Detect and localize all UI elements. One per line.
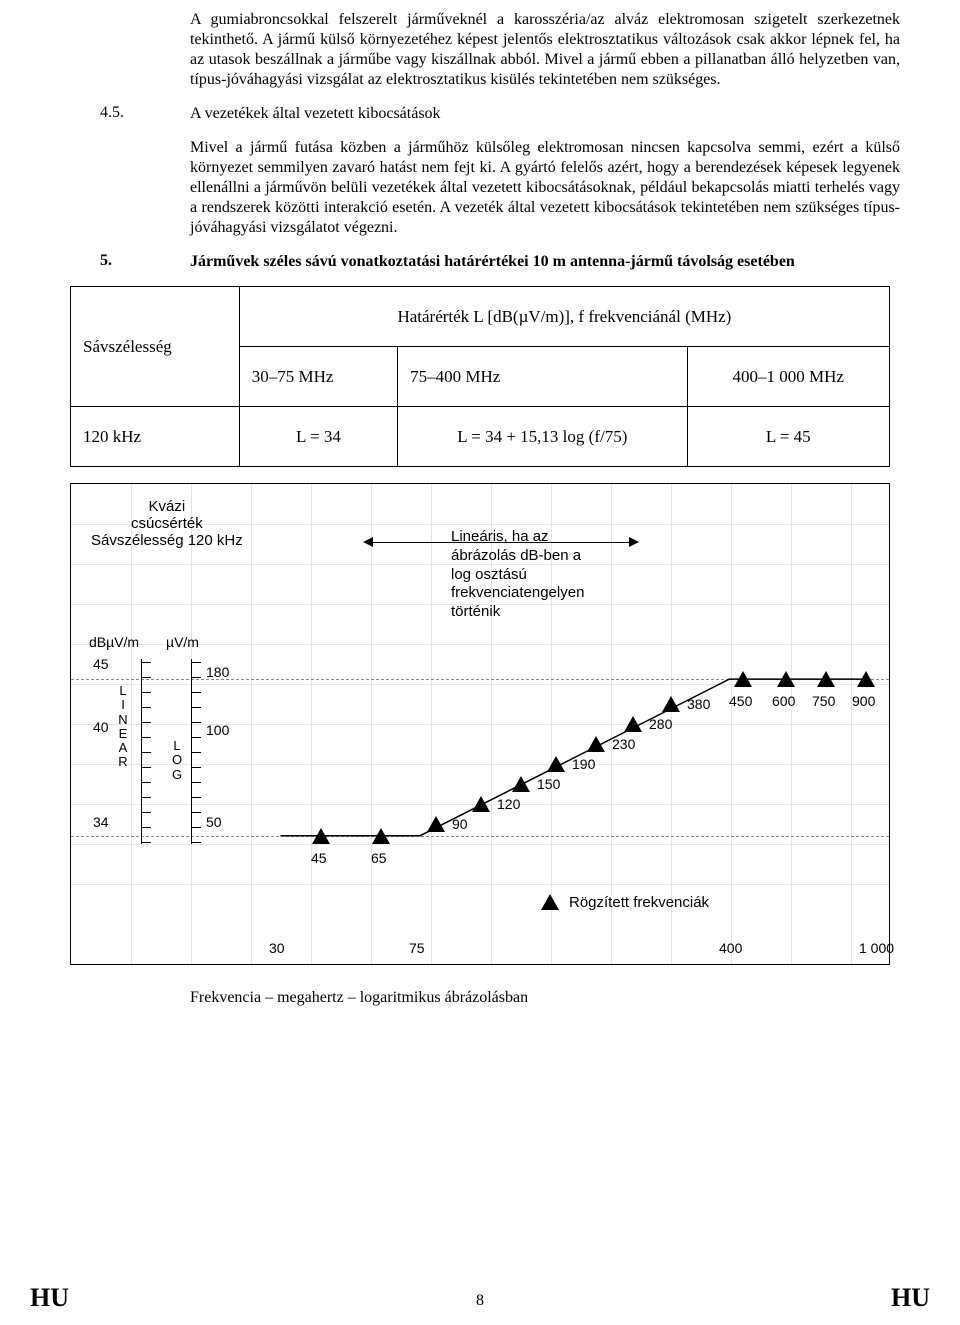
frequency-marker-label: 120 — [497, 796, 520, 812]
frequency-marker-label: 450 — [729, 693, 752, 709]
frequency-marker-label: 600 — [772, 693, 795, 709]
frequency-marker-label: 190 — [572, 756, 595, 772]
frequency-marker — [312, 828, 330, 844]
footer-left: HU — [30, 1283, 69, 1313]
frequency-marker — [472, 796, 490, 812]
chart-caption: Frekvencia – megahertz – logaritmikus áb… — [190, 989, 900, 1007]
section-4-5: 4.5. A vezetékek által vezetett kibocsát… — [60, 104, 900, 124]
frequency-marker — [372, 828, 390, 844]
y-tick-uv: 50 — [206, 814, 222, 830]
table-bw: 120 kHz — [71, 407, 240, 467]
section-number-4-5: 4.5. — [60, 104, 190, 122]
limit-chart: KvázicsúcsértékSávszélesség 120 kHzLineá… — [71, 484, 889, 964]
frequency-marker — [734, 671, 752, 687]
linear-label: LINEAR — [117, 684, 129, 770]
y-tick-db: 34 — [93, 814, 109, 830]
section-5: 5. Járművek széles sávú vonatkoztatási h… — [60, 252, 900, 272]
page: A gumiabroncsokkal felszerelt járművekné… — [0, 0, 960, 1325]
table-rowheader: Sávszélesség — [71, 287, 240, 407]
frequency-marker — [662, 696, 680, 712]
frequency-marker-label: 65 — [371, 850, 387, 866]
frequency-marker-label: 90 — [452, 816, 468, 832]
table-l1: L = 34 — [239, 407, 397, 467]
paragraph-4-5-body: Mivel a jármű futása közben a járműhöz k… — [190, 138, 900, 238]
y-tick-uv: 180 — [206, 664, 229, 680]
frequency-marker-label: 900 — [852, 693, 875, 709]
table-freq3: 400–1 000 MHz — [687, 347, 889, 407]
frequency-marker — [512, 776, 530, 792]
footer-right: HU — [891, 1283, 930, 1313]
x-tick-label: 75 — [409, 940, 425, 956]
frequency-marker — [547, 756, 565, 772]
frequency-marker — [587, 736, 605, 752]
page-footer: HU 8 HU — [0, 1283, 960, 1313]
section-title-4-5: A vezetékek által vezetett kibocsátások — [190, 104, 900, 124]
table-freq2: 75–400 MHz — [398, 347, 687, 407]
x-tick-label: 30 — [269, 940, 285, 956]
frequency-marker-label: 150 — [537, 776, 560, 792]
y-tick-db: 40 — [93, 719, 109, 735]
paragraph-intro: A gumiabroncsokkal felszerelt járművekné… — [190, 10, 900, 90]
frequency-marker-label: 280 — [649, 716, 672, 732]
frequency-marker-label: 380 — [687, 696, 710, 712]
frequency-marker — [624, 716, 642, 732]
table-freq1: 30–75 MHz — [239, 347, 397, 407]
x-tick-label: 400 — [719, 940, 742, 956]
y-label-db: dBµV/m — [89, 634, 139, 650]
section-title-5: Járművek széles sávú vonatkoztatási hatá… — [190, 252, 900, 272]
y-tick-db: 45 — [93, 656, 109, 672]
frequency-marker-label: 750 — [812, 693, 835, 709]
frequency-marker — [427, 816, 445, 832]
table-l2: L = 34 + 15,13 log (f/75) — [398, 407, 687, 467]
chart-top-left-note: KvázicsúcsértékSávszélesség 120 kHz — [91, 498, 243, 549]
section-number-5: 5. — [60, 252, 190, 270]
y-tick-uv: 100 — [206, 722, 229, 738]
frequency-marker-label: 230 — [612, 736, 635, 752]
chart-container: KvázicsúcsértékSávszélesség 120 kHzLineá… — [70, 483, 890, 965]
frequency-marker — [817, 671, 835, 687]
footer-page-number: 8 — [476, 1292, 484, 1313]
table-header-main: Határérték L [dB(µV/m)], f frekvenciánál… — [239, 287, 889, 347]
table-l3: L = 45 — [687, 407, 889, 467]
frequency-marker-label: 45 — [311, 850, 327, 866]
limits-table: Sávszélesség Határérték L [dB(µV/m)], f … — [70, 286, 890, 467]
frequency-marker — [857, 671, 875, 687]
legend-marker-icon — [541, 894, 559, 910]
y-label-uv: µV/m — [166, 634, 199, 650]
frequency-marker — [777, 671, 795, 687]
x-tick-label: 1 000 — [859, 940, 894, 956]
legend-label: Rögzített frekvenciák — [569, 894, 709, 911]
log-label: LOG — [171, 739, 183, 782]
